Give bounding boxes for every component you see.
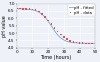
pH - fitted	[16, 8, 17, 9]
pH - data	[60, 34, 62, 35]
pH - data	[35, 10, 36, 11]
pH - data	[28, 9, 30, 10]
pH - data	[19, 8, 21, 9]
pH - data	[79, 42, 80, 43]
pH - data	[66, 39, 68, 40]
Legend: pH - fitted, pH - data: pH - fitted, pH - data	[68, 4, 94, 16]
pH - data	[94, 43, 96, 44]
Y-axis label: pH value: pH value	[2, 15, 7, 37]
pH - data	[38, 11, 40, 12]
pH - fitted	[80, 43, 82, 44]
pH - data	[44, 16, 46, 17]
pH - fitted	[95, 43, 96, 44]
pH - data	[63, 37, 65, 38]
pH - data	[91, 43, 93, 44]
pH - data	[16, 8, 18, 9]
pH - data	[25, 9, 27, 10]
pH - data	[41, 13, 43, 14]
pH - data	[88, 43, 90, 44]
pH - data	[82, 43, 84, 44]
pH - data	[57, 31, 58, 32]
pH - fitted	[59, 36, 60, 37]
pH - data	[76, 42, 77, 43]
pH - data	[85, 43, 87, 44]
pH - data	[69, 40, 71, 41]
pH - data	[32, 9, 33, 10]
pH - data	[54, 27, 55, 28]
pH - data	[72, 41, 74, 42]
pH - data	[22, 8, 24, 9]
X-axis label: Time (hours): Time (hours)	[40, 55, 72, 60]
pH - fitted	[93, 43, 94, 44]
pH - data	[50, 24, 52, 25]
Line: pH - fitted: pH - fitted	[17, 9, 95, 43]
pH - fitted	[54, 30, 55, 31]
pH - fitted	[63, 39, 64, 40]
pH - data	[47, 20, 49, 21]
